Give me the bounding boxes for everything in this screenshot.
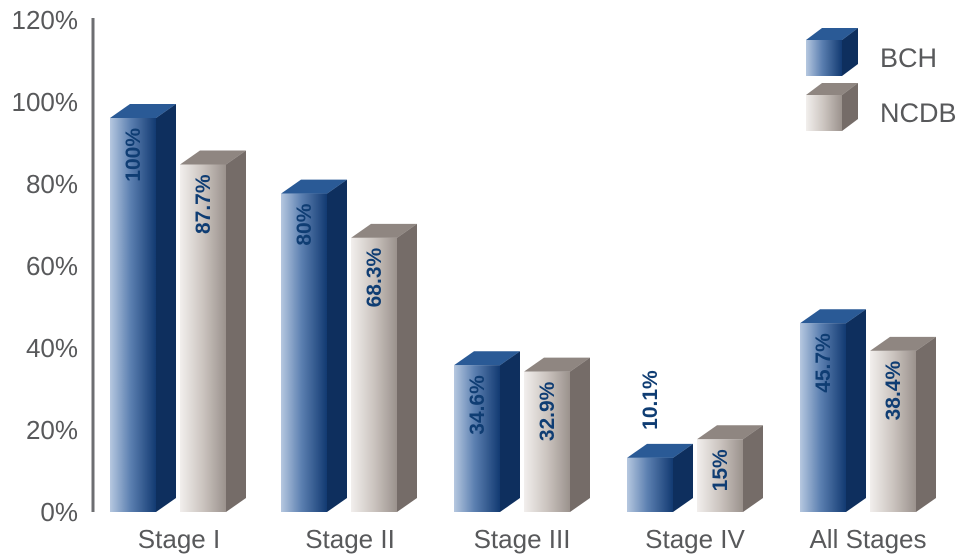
legend-swatch-side (842, 28, 858, 76)
bar-ncdb-2: 32.9% (524, 357, 590, 512)
legend-item-ncdb: NCDB (806, 83, 957, 131)
category-label: All Stages (809, 524, 926, 554)
bar-side (327, 179, 347, 512)
bar-top (281, 179, 347, 194)
data-label: 100% (122, 128, 145, 182)
category-label: Stage II (305, 524, 395, 554)
bar-ncdb-0: 87.7% (180, 150, 246, 512)
data-label: 68.3% (363, 248, 386, 308)
legend-swatch-top (806, 83, 858, 95)
bar-side (156, 104, 176, 512)
y-tick-label: 60% (26, 251, 78, 281)
data-label: 80% (293, 203, 316, 245)
bar-side (397, 223, 417, 513)
bar-bch-4: 45.7% (800, 309, 866, 512)
bar-side (673, 443, 693, 512)
bar-top (800, 309, 866, 324)
bar-side (500, 351, 520, 512)
bar-ncdb-1: 68.3% (351, 223, 417, 513)
y-tick-label: 40% (26, 333, 78, 363)
category-labels: Stage I Stage II Stage III Stage IV All Stag… (138, 524, 927, 554)
bar-top (180, 150, 246, 165)
bar-top (697, 425, 763, 440)
legend-label: NCDB (880, 98, 957, 128)
bar-front (110, 118, 156, 512)
y-tick-label: 0% (40, 497, 78, 527)
bar-side (846, 309, 866, 512)
category-label: Stage I (138, 524, 220, 554)
legend-item-bch: BCH (806, 28, 937, 76)
bar-side (743, 425, 763, 512)
category-label: Stage IV (645, 524, 745, 554)
bar-bch-3: 10.1% (627, 370, 693, 512)
bar-side (570, 357, 590, 512)
legend-label: BCH (880, 43, 937, 73)
bar-front (870, 350, 916, 512)
legend-swatch (806, 95, 842, 131)
data-label: 34.6% (466, 375, 489, 435)
bar-top (870, 336, 936, 351)
y-tick-label: 120% (12, 5, 79, 35)
bar-front (697, 439, 743, 512)
bar-ncdb-3: 15% (697, 425, 763, 512)
bar-bch-1: 80% (281, 179, 347, 512)
y-tick-label: 100% (12, 87, 79, 117)
bar-top (454, 351, 520, 366)
data-label: 10.1% (639, 370, 662, 430)
bar-front (524, 371, 570, 512)
bar-ncdb-4: 38.4% (870, 336, 936, 512)
y-tick-label: 80% (26, 169, 78, 199)
legend: BCH NCDB (806, 28, 957, 131)
legend-swatch-top (806, 28, 858, 40)
bar-front (454, 365, 500, 512)
legend-swatch-side (842, 83, 858, 131)
data-label: 87.7% (192, 174, 215, 234)
bar-top (524, 357, 590, 372)
bar-top (351, 223, 417, 238)
bar-front (180, 164, 226, 512)
bars: 100% 87.7% 80% 68.3% 34.6% 32.9% 10.1% 15% 45.7%… (110, 104, 936, 513)
bar-bch-2: 34.6% (454, 351, 520, 512)
bar-front (800, 323, 846, 512)
bar-side (916, 336, 936, 512)
data-label: 15% (709, 449, 732, 491)
bar-top (110, 104, 176, 118)
data-label: 38.4% (882, 361, 905, 421)
bar-top (627, 443, 693, 458)
data-label: 32.9% (536, 381, 559, 441)
bar-front (281, 193, 327, 512)
bar-front (627, 457, 673, 512)
bar-front (351, 237, 397, 513)
y-axis-ticks: 0% 20% 40% 60% 80% 100% 120% (12, 5, 79, 527)
data-label: 45.7% (812, 333, 835, 393)
bar-bch-0: 100% (110, 104, 176, 512)
legend-swatch (806, 40, 842, 76)
category-label: Stage III (474, 524, 571, 554)
bar-side (226, 150, 246, 512)
y-tick-label: 20% (26, 415, 78, 445)
